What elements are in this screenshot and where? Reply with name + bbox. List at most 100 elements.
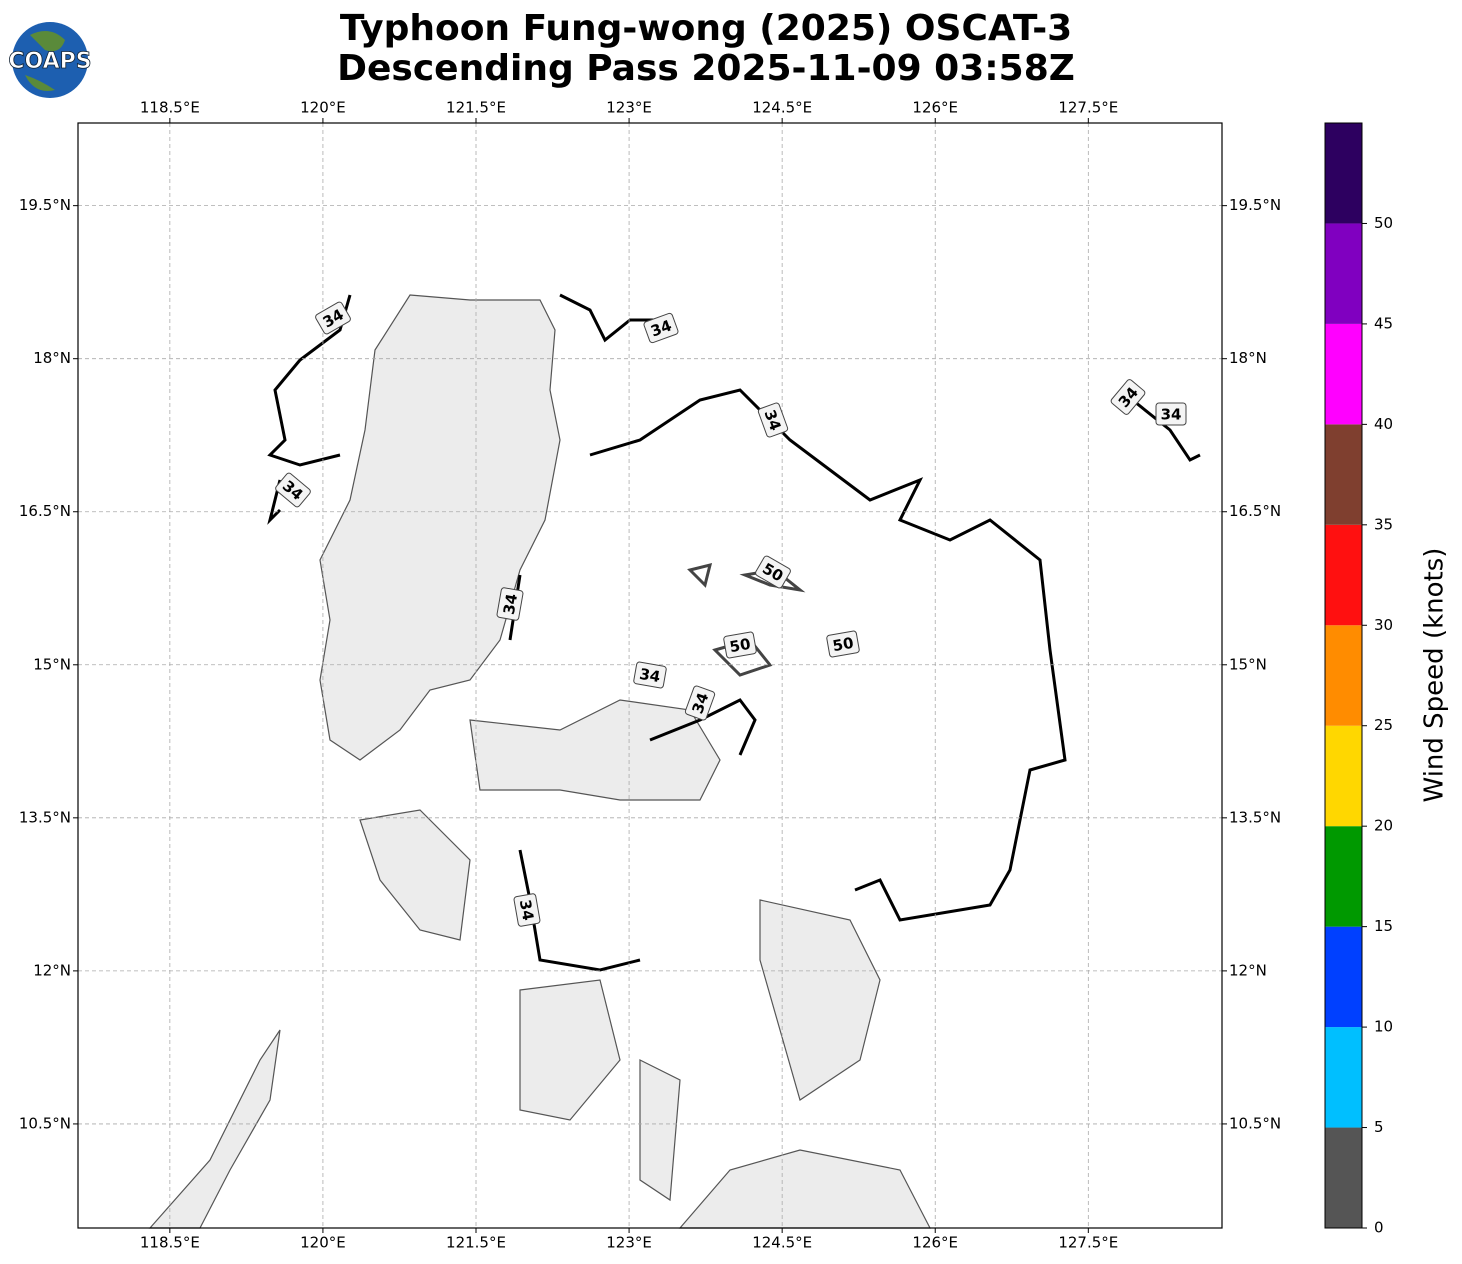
lon-label: 127.5°E bbox=[1058, 1234, 1118, 1252]
label-box bbox=[757, 402, 789, 438]
contour-34 bbox=[589, 388, 1067, 922]
lat-label: 16.5°N bbox=[19, 502, 71, 520]
label-box bbox=[275, 472, 311, 508]
gridlines bbox=[78, 123, 1222, 1228]
lat-label: 19.5°N bbox=[19, 196, 71, 214]
label-box bbox=[643, 312, 679, 344]
colorbar-tick-label: 30 bbox=[1374, 616, 1393, 634]
colorbar-tick-label: 0 bbox=[1374, 1219, 1384, 1237]
lat-label: 15°N bbox=[33, 655, 71, 673]
colorbar-tick-label: 35 bbox=[1374, 515, 1393, 533]
lat-label: 10.5°N bbox=[19, 1114, 71, 1132]
colorbar-segment bbox=[1325, 926, 1362, 1028]
contour-34 bbox=[649, 698, 757, 756]
label-box bbox=[513, 893, 541, 927]
colorbar-segment bbox=[1325, 323, 1362, 425]
lat-label: 13.5°N bbox=[1229, 808, 1281, 826]
lon-label: 123°E bbox=[606, 99, 652, 117]
colorbar-tick-label: 15 bbox=[1374, 917, 1393, 935]
lon-label: 127.5°E bbox=[1058, 99, 1118, 117]
contour-label: 34 bbox=[1155, 402, 1187, 426]
contour-label-text: 34 bbox=[1161, 406, 1182, 424]
lat-label: 19.5°N bbox=[1229, 196, 1281, 214]
lon-label: 124.5°E bbox=[752, 99, 812, 117]
colorbar-segment bbox=[1325, 725, 1362, 827]
contour-label-text: 34 bbox=[500, 592, 521, 616]
lat-label: 16.5°N bbox=[1229, 502, 1281, 520]
contour-label-text: 34 bbox=[516, 898, 537, 922]
lon-label: 123°E bbox=[606, 1234, 652, 1252]
contour-34 bbox=[559, 293, 670, 343]
lon-label: 118.5°E bbox=[140, 1234, 200, 1252]
contour-label: 34 bbox=[633, 661, 667, 689]
colorbar-segment bbox=[1325, 625, 1362, 726]
lat-label: 13.5°N bbox=[19, 808, 71, 826]
label-box bbox=[826, 630, 860, 658]
cebu bbox=[639, 1059, 681, 1202]
lat-label: 18°N bbox=[1229, 349, 1267, 367]
title-line: Descending Pass 2025-11-09 03:58Z bbox=[337, 48, 1075, 89]
colorbar-segment bbox=[1325, 826, 1362, 927]
samar-leyte bbox=[759, 899, 881, 1101]
label-box bbox=[723, 631, 757, 659]
colorbar-tick-label: 45 bbox=[1374, 314, 1393, 332]
lon-label: 121.5°E bbox=[446, 99, 506, 117]
colorbar-tick-label: 40 bbox=[1374, 415, 1393, 433]
logo: COAPS bbox=[8, 22, 92, 98]
label-box bbox=[1155, 402, 1187, 426]
label-box bbox=[496, 587, 524, 621]
contour-34 bbox=[1119, 388, 1201, 462]
label-box bbox=[633, 661, 667, 689]
lat-label: 18°N bbox=[33, 349, 71, 367]
lat-label: 15°N bbox=[1229, 655, 1267, 673]
label-box bbox=[315, 301, 351, 335]
lon-label: 120°E bbox=[300, 1234, 346, 1252]
contour-label: 34 bbox=[513, 893, 541, 927]
contour-label: 34 bbox=[684, 685, 716, 721]
logo-land bbox=[25, 31, 65, 91]
lat-label: 12°N bbox=[1229, 961, 1267, 979]
map-area bbox=[78, 123, 1222, 1229]
lon-label: 120°E bbox=[300, 99, 346, 117]
colorbar-segment bbox=[1325, 524, 1362, 626]
contour-label: 50 bbox=[723, 631, 757, 659]
palawan bbox=[148, 1029, 281, 1229]
map-frame bbox=[77, 122, 1223, 1229]
contour-label-text: 34 bbox=[638, 665, 662, 686]
lon-label: 121.5°E bbox=[446, 1234, 506, 1252]
mindoro bbox=[359, 809, 471, 941]
colorbar-segment bbox=[1325, 1027, 1362, 1128]
colorbar-tick-label: 20 bbox=[1374, 817, 1393, 835]
label-box bbox=[1110, 379, 1146, 415]
colorbar-segment bbox=[1325, 1127, 1362, 1228]
colorbar-tick-label: 50 bbox=[1374, 214, 1393, 232]
lat-label: 12°N bbox=[33, 961, 71, 979]
contour-label: 34 bbox=[315, 301, 351, 335]
contour-label-text: 50 bbox=[831, 634, 855, 655]
contour-label-text: 50 bbox=[728, 635, 752, 656]
contour-34 bbox=[518, 849, 641, 972]
land bbox=[148, 294, 931, 1229]
colorbar-tick-label: 10 bbox=[1374, 1018, 1393, 1036]
contours bbox=[267, 293, 1201, 972]
contour-label: 50 bbox=[826, 630, 860, 658]
luzon bbox=[319, 294, 561, 761]
logo-text: COAPS bbox=[8, 49, 91, 74]
lon-label: 124.5°E bbox=[752, 1234, 812, 1252]
lat-label: 10.5°N bbox=[1229, 1114, 1281, 1132]
lon-label: 118.5°E bbox=[140, 99, 200, 117]
contour-label: 34 bbox=[643, 312, 679, 344]
colorbar-tick-label: 5 bbox=[1374, 1118, 1384, 1136]
contour-label: 34 bbox=[757, 402, 789, 438]
colorbar-tick-label: 25 bbox=[1374, 716, 1393, 734]
contour-label: 34 bbox=[496, 587, 524, 621]
lon-label: 126°E bbox=[912, 1234, 958, 1252]
contour-50 bbox=[687, 562, 713, 588]
colorbar-segment bbox=[1325, 424, 1362, 525]
colorbar-segment bbox=[1325, 123, 1362, 224]
lon-label: 126°E bbox=[912, 99, 958, 117]
panay bbox=[519, 979, 621, 1121]
label-box bbox=[684, 685, 716, 721]
